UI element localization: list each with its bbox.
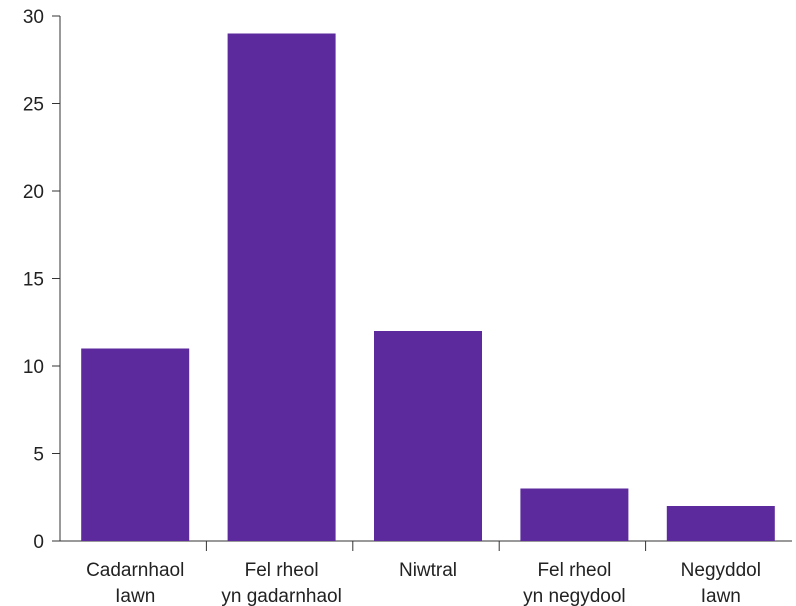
y-tick-label: 5 (33, 445, 44, 466)
x-category-label: yn gadarnhaol (221, 586, 341, 606)
x-category-label: yn negydool (523, 586, 625, 606)
x-category-label: Fel rheol (245, 560, 319, 581)
y-tick-label: 0 (33, 532, 44, 553)
x-category-label: Niwtral (399, 560, 457, 581)
x-category-label: Fel rheol (537, 560, 611, 581)
x-category-label: Iawn (115, 586, 155, 606)
y-tick-label: 10 (23, 357, 44, 378)
bar (374, 331, 482, 541)
x-axis: Cadarnhaol Iawn Fel rheol yn gadarnhaol Niwt… (60, 540, 792, 606)
bar (227, 33, 336, 541)
bars (81, 33, 775, 541)
y-axis: 0 5 10 15 20 25 30 (23, 7, 61, 553)
x-category-label: Iawn (701, 586, 741, 606)
y-tick-label: 15 (23, 270, 44, 291)
y-tick-label: 30 (23, 7, 44, 28)
y-tick-label: 20 (23, 182, 44, 203)
x-category-label: Negyddol (681, 560, 761, 581)
bar (520, 488, 629, 541)
x-category-label: Cadarnhaol (86, 560, 184, 581)
y-tick-label: 25 (23, 95, 44, 116)
bar (81, 348, 190, 541)
bar (666, 506, 775, 541)
